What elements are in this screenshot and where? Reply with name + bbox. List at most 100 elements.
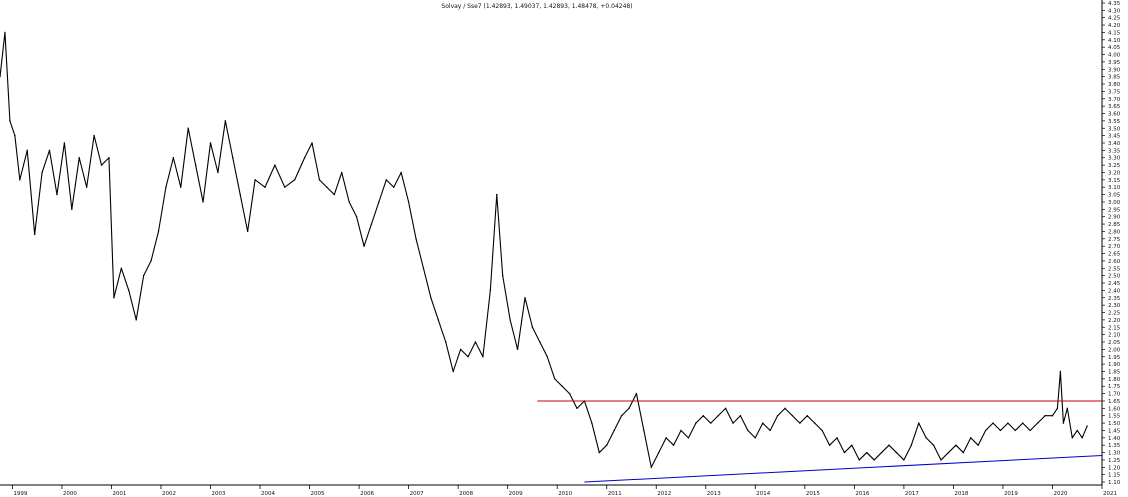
x-tick-label: 2001 — [112, 491, 126, 497]
price-point — [1081, 437, 1083, 439]
x-tick-label: 2021 — [1103, 491, 1117, 497]
price-point — [78, 157, 80, 159]
y-tick-label: 1.85 — [1108, 369, 1121, 375]
y-tick-label: 4.00 — [1108, 53, 1121, 59]
x-tick-label: 2019 — [1004, 491, 1018, 497]
y-tick-label: 3.45 — [1108, 134, 1121, 140]
price-point — [784, 407, 786, 410]
price-point — [1076, 429, 1078, 432]
y-tick-label: 4.35 — [1108, 1, 1121, 7]
y-tick-label: 1.80 — [1108, 377, 1121, 383]
price-point — [806, 415, 809, 417]
price-point — [0, 75, 1, 78]
price-point — [940, 459, 942, 461]
y-tick-label: 1.20 — [1108, 465, 1121, 471]
y-tick-label: 1.30 — [1108, 451, 1121, 457]
price-point — [407, 201, 410, 203]
price-point — [303, 157, 306, 159]
x-tick-label: 2010 — [558, 491, 572, 497]
y-tick-label: 4.05 — [1108, 45, 1121, 51]
price-point — [672, 444, 675, 446]
x-tick-label: 2000 — [63, 491, 77, 497]
price-point — [539, 341, 541, 343]
price-point — [1014, 429, 1017, 432]
price-point — [710, 422, 712, 424]
y-tick-label: 2.05 — [1108, 340, 1121, 346]
price-point — [385, 179, 388, 181]
price-point — [591, 422, 593, 424]
price-point — [254, 179, 256, 181]
y-tick-label: 2.55 — [1108, 266, 1121, 272]
price-point — [422, 267, 425, 269]
x-tick-label: 2012 — [657, 491, 671, 497]
price-point — [333, 193, 336, 196]
y-tick-label: 2.00 — [1108, 347, 1121, 353]
x-tick-label: 2009 — [509, 491, 523, 497]
price-point — [489, 289, 492, 292]
x-tick-label: 2017 — [905, 491, 919, 497]
price-point — [430, 297, 432, 299]
price-series — [0, 31, 1088, 469]
y-tick-label: 1.15 — [1108, 473, 1121, 479]
price-point — [202, 201, 204, 203]
y-tick-label: 2.95 — [1108, 207, 1121, 213]
price-point — [172, 157, 175, 159]
y-tick-label: 1.10 — [1108, 480, 1121, 486]
price-point — [56, 193, 58, 196]
y-tick-label: 3.80 — [1108, 82, 1121, 88]
price-point — [474, 341, 477, 343]
price-point — [658, 451, 660, 454]
price-point — [370, 223, 373, 225]
price-point — [246, 230, 249, 233]
price-point — [695, 422, 697, 424]
y-tick-label: 1.90 — [1108, 362, 1121, 368]
price-point — [33, 233, 36, 236]
price-point — [108, 157, 110, 159]
y-tick-label: 3.00 — [1108, 200, 1121, 206]
x-tick-label: 2004 — [261, 491, 275, 497]
price-point — [732, 422, 734, 424]
y-tick-label: 3.15 — [1108, 178, 1121, 184]
price-point — [1071, 437, 1073, 439]
y-tick-label: 2.40 — [1108, 288, 1121, 294]
price-point — [992, 422, 994, 424]
y-tick-label: 4.20 — [1108, 23, 1121, 29]
price-point — [363, 245, 365, 247]
price-point — [26, 149, 28, 152]
y-tick-label: 3.50 — [1108, 126, 1121, 132]
price-point — [232, 157, 234, 159]
x-tick-label: 2011 — [608, 491, 622, 497]
y-tick-label: 2.15 — [1108, 325, 1121, 331]
price-point — [502, 274, 504, 277]
y-tick-label: 3.40 — [1108, 141, 1121, 147]
y-tick-label: 3.85 — [1108, 75, 1121, 81]
y-tick-label: 1.40 — [1108, 436, 1121, 442]
price-point — [799, 422, 801, 424]
price-point — [1059, 370, 1062, 373]
y-tick-label: 3.30 — [1108, 156, 1121, 162]
price-point — [554, 378, 556, 380]
price-point — [224, 120, 227, 122]
price-point — [814, 422, 816, 424]
y-tick-label: 1.45 — [1108, 428, 1121, 434]
price-point — [851, 444, 853, 446]
price-point — [400, 171, 402, 174]
y-tick-label: 3.05 — [1108, 193, 1121, 199]
y-tick-label: 2.60 — [1108, 259, 1121, 265]
chart-title: Solvay / Sse7 (1.42893, 1.49037, 1.42893… — [441, 3, 632, 10]
y-tick-label: 2.65 — [1108, 252, 1121, 258]
price-point — [509, 319, 511, 321]
price-point — [496, 193, 498, 196]
price-point — [576, 407, 578, 410]
price-point — [41, 171, 43, 174]
price-point — [724, 407, 727, 410]
price-point — [546, 356, 548, 358]
price-point — [1007, 422, 1009, 424]
y-tick-label: 3.10 — [1108, 185, 1121, 191]
y-tick-label: 2.85 — [1108, 222, 1121, 228]
price-point — [561, 385, 563, 387]
price-point — [516, 348, 519, 351]
price-point — [702, 415, 704, 417]
price-point — [1051, 415, 1054, 417]
y-tick-label: 4.25 — [1108, 16, 1121, 22]
